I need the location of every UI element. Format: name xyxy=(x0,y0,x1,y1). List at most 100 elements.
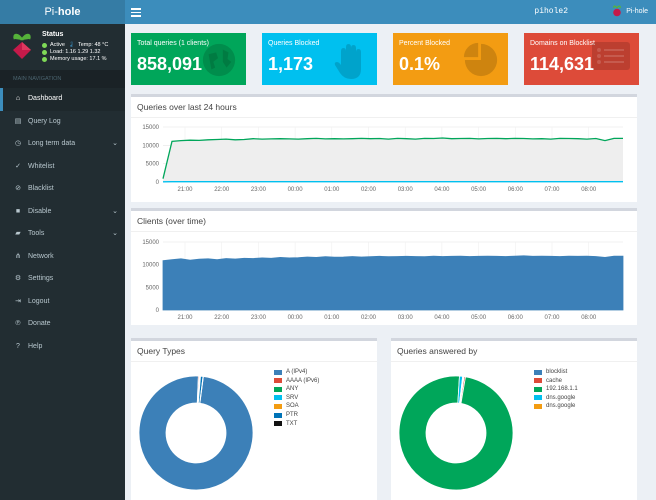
legend-label: SRV xyxy=(286,394,299,401)
status-title: Status xyxy=(42,31,64,38)
legend-swatch xyxy=(274,412,282,418)
sidebar-item-label: Disable xyxy=(28,207,52,215)
app-logo[interactable]: Pi-hole xyxy=(0,0,125,24)
legend-item[interactable]: SRV xyxy=(274,395,298,401)
queries-chart[interactable]: 0 5000 10000 15000 21:00 22:00 23:00 00:00 01:00… xyxy=(131,119,637,203)
sidebar-item-disable[interactable]: ■ Disable ⌄ xyxy=(0,201,125,224)
slice-dns-google xyxy=(459,375,464,404)
legend-label: dns.google xyxy=(546,394,576,401)
question-circle-icon: ? xyxy=(16,342,20,350)
thermometer-icon: 🌡 xyxy=(67,42,75,48)
x-tick-label: 21:00 xyxy=(177,315,193,321)
legend-item[interactable]: dns.google xyxy=(534,403,575,409)
x-tick-label: 22:00 xyxy=(214,187,230,193)
legend-item[interactable]: blocklist xyxy=(534,369,567,375)
gears-icon: ⚙ xyxy=(14,275,22,282)
x-tick-label: 05:00 xyxy=(471,315,487,321)
sign-out-icon: ⇥ xyxy=(15,297,21,305)
total-queries-line xyxy=(162,137,623,179)
stat-box-globe[interactable]: Total queries (1 clients) 858,091 xyxy=(131,33,246,85)
sidebar-item-blacklist[interactable]: ⊘ Blacklist xyxy=(0,178,125,201)
sidebar-item-label: Network xyxy=(28,252,54,260)
legend-item[interactable]: AAAA (IPv6) xyxy=(274,378,319,384)
list-icon xyxy=(591,41,631,73)
sidebar-item-network[interactable]: ⋔ Network xyxy=(0,246,125,269)
stat-value: 114,631 xyxy=(530,54,595,74)
answered-donut[interactable] xyxy=(391,363,521,500)
sidebar-item-dashboard[interactable]: ⌂ Dashboard xyxy=(0,88,125,111)
legend-swatch xyxy=(534,369,542,375)
sidebar-item-help[interactable]: ? Help xyxy=(0,336,125,359)
panel-title: Queries answered by xyxy=(397,346,478,356)
legend-item[interactable]: TXT xyxy=(274,421,297,427)
legend-label: A (IPv4) xyxy=(286,369,308,375)
check-circle-icon: ✓ xyxy=(15,162,21,170)
stat-box-list[interactable]: Domains on Blocklist 114,631 xyxy=(524,33,639,85)
sidebar-item-logout[interactable]: ⇥ Logout xyxy=(0,291,125,314)
chevron-down-icon: ⌄ xyxy=(112,230,118,237)
legend-label: AAAA (IPv6) xyxy=(286,377,320,384)
y-tick-label: 5000 xyxy=(146,162,160,168)
legend-item[interactable]: ANY xyxy=(274,386,298,392)
sidebar-toggle-icon[interactable] xyxy=(131,6,141,18)
y-tick-label: 10000 xyxy=(142,263,159,269)
legend-swatch xyxy=(534,378,542,384)
sidebar-item-long-term-data[interactable]: ◷ Long term data ⌄ xyxy=(0,133,125,156)
load-dot-icon xyxy=(42,49,47,55)
sidebar-item-label: Settings xyxy=(28,275,54,282)
status-panel: Status Active 🌡 Temp: 48 °C Load: 1.16 1… xyxy=(0,24,125,70)
sidebar-item-settings[interactable]: ⚙ Settings xyxy=(0,268,125,291)
logo-suffix: hole xyxy=(57,6,81,18)
sidebar-item-query-log[interactable]: ▤ Query Log xyxy=(0,111,125,134)
x-tick-label: 21:00 xyxy=(177,187,193,193)
pie-icon xyxy=(462,41,500,81)
legend-item[interactable]: dns.google xyxy=(534,395,575,401)
x-tick-label: 03:00 xyxy=(398,315,414,321)
stat-label: Total queries (1 clients) xyxy=(137,40,209,47)
stat-box-hand[interactable]: Queries Blocked 1,173 xyxy=(262,33,377,85)
x-tick-label: 22:00 xyxy=(214,315,230,321)
panel-title: Queries over last 24 hours xyxy=(137,102,237,112)
status-active-line: Active 🌡 Temp: 48 °C xyxy=(42,42,108,48)
x-tick-label: 02:00 xyxy=(361,315,377,321)
x-tick-label: 06:00 xyxy=(508,315,524,321)
legend-item[interactable]: SOA xyxy=(274,403,299,409)
stat-box-pie[interactable]: Percent Blocked 0.1% xyxy=(393,33,508,85)
slice-a-ipv4- xyxy=(138,375,254,491)
clients-chart[interactable]: 0 5000 10000 15000 21:00 22:00 23:00 00:00 01:00… xyxy=(131,233,637,326)
stat-value: 0.1% xyxy=(399,54,441,74)
sidebar: Status Active 🌡 Temp: 48 °C Load: 1.16 1… xyxy=(0,24,125,500)
legend-label: blocklist xyxy=(546,369,568,375)
logo-prefix: Pi- xyxy=(44,6,58,18)
clients-panel: Clients (over time) 0 5000 10000 15000 21:00… xyxy=(131,208,637,325)
x-tick-label: 04:00 xyxy=(434,187,450,193)
legend-item[interactable]: PTR xyxy=(274,412,298,418)
query-types-donut[interactable] xyxy=(131,363,261,500)
active-dot-icon xyxy=(42,42,47,48)
sidebar-item-label: Help xyxy=(28,342,43,350)
legend-label: dns.google xyxy=(546,403,576,410)
sidebar-item-tools[interactable]: ▰ Tools ⌄ xyxy=(0,223,125,246)
stat-label: Domains on Blocklist xyxy=(530,40,595,47)
x-tick-label: 03:00 xyxy=(398,187,414,193)
answered-panel: Queries answered by blocklist cache 192.16… xyxy=(391,338,637,500)
user-menu[interactable]: Pi-hole xyxy=(612,5,648,17)
panel-title: Query Types xyxy=(137,346,186,356)
legend-item[interactable]: cache xyxy=(534,378,562,384)
legend-item[interactable]: A (IPv4) xyxy=(274,369,307,375)
series-fill xyxy=(163,138,623,182)
x-tick-label: 02:00 xyxy=(361,187,377,193)
stat-label: Queries Blocked xyxy=(268,40,320,47)
ban-icon: ⊘ xyxy=(15,185,21,192)
y-tick-label: 0 xyxy=(156,308,160,314)
hostname: pihole2 xyxy=(534,7,568,16)
legend-item[interactable]: 192.168.1.1 xyxy=(534,386,578,392)
sidebar-item-whitelist[interactable]: ✓ Whitelist xyxy=(0,156,125,179)
sidebar-item-label: Whitelist xyxy=(28,162,55,170)
y-tick-label: 15000 xyxy=(142,125,159,131)
status-memory-line: Memory usage: 17.1 % xyxy=(42,56,107,62)
sidebar-item-label: Query Log xyxy=(28,117,61,125)
x-tick-label: 00:00 xyxy=(288,187,304,193)
sidebar-item-donate[interactable]: ℗ Donate xyxy=(0,313,125,336)
legend-swatch xyxy=(534,386,542,392)
